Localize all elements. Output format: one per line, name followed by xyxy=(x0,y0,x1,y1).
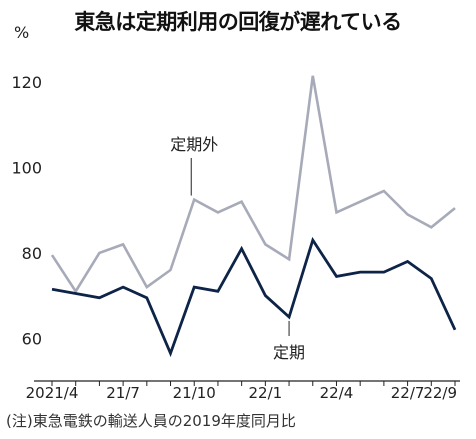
y-tick-label: 100 xyxy=(11,159,42,178)
x-tick-label: 22/7 xyxy=(391,384,425,402)
x-tick-label: 22/9 xyxy=(423,384,457,402)
x-tick-label: 2021/4 xyxy=(26,384,79,402)
x-tick-label: 21/7 xyxy=(106,384,140,402)
chart-title: 東急は定期利用の回復が遅れている xyxy=(74,10,402,34)
series-line-non-commuter xyxy=(50,75,456,294)
x-tick-label: 21/10 xyxy=(173,384,216,402)
series-label-commuter: 定期 xyxy=(273,343,305,362)
y-tick-label: 80 xyxy=(22,244,42,263)
series-label-non-commuter: 定期外 xyxy=(170,135,218,154)
chart-note: (注)東急電鉄の輸送人員の2019年度同月比 xyxy=(6,412,296,430)
x-tick-label: 22/1 xyxy=(249,384,283,402)
y-tick-label: 60 xyxy=(22,329,42,348)
series-line-commuter xyxy=(51,236,457,358)
y-unit-label: % xyxy=(14,23,29,42)
y-tick-label: 120 xyxy=(11,73,42,92)
x-tick-label: 22/4 xyxy=(320,384,354,402)
